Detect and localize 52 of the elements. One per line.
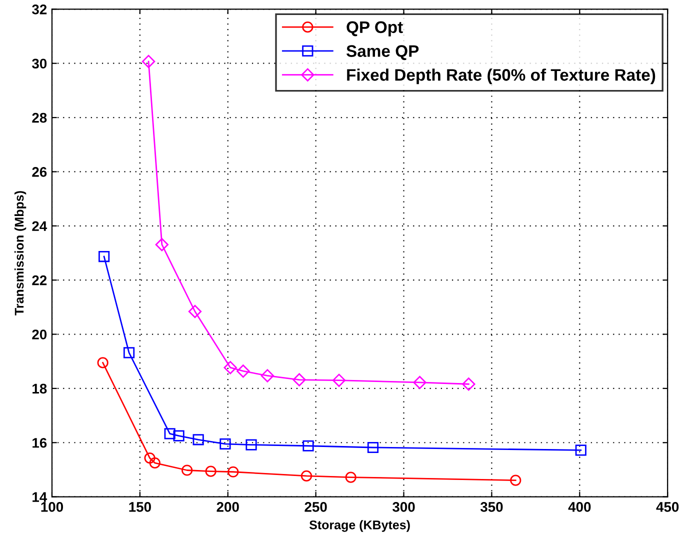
point [142,54,156,68]
point [510,474,522,486]
y-tick-label: 14 [32,492,48,502]
point [246,439,257,450]
point [97,357,108,368]
point [462,378,476,391]
point [292,373,306,386]
x-tick-label: 350 [480,502,503,512]
x-axis-title: Storage (KBytes) [309,520,410,532]
point [98,250,110,262]
y-tick-label: 18 [32,384,47,394]
y-tick-label: 32 [32,4,47,14]
point [155,238,168,252]
point [149,457,160,468]
point [188,304,202,318]
point [300,470,312,482]
y-tick-label: 20 [32,330,47,340]
y-tick-label: 30 [32,58,47,69]
point [182,464,193,476]
point [192,434,204,446]
legend-label: Fixed Depth Rate (50% of Texture Rate) [347,68,656,84]
point [205,466,216,477]
point [575,444,586,456]
legend-label: Same QP [346,45,419,60]
y-tick-label: 26 [32,167,47,177]
y-tick-label: 28 [32,112,47,123]
point [123,347,135,358]
point [413,376,426,390]
point [224,360,237,374]
y-axis-title: Transmission (Mbps) [14,191,26,316]
point [332,374,346,387]
point [260,369,274,382]
y-tick-label: 24 [32,221,48,231]
point [367,442,379,454]
y-tick-label: 22 [32,275,47,286]
point [144,452,156,464]
legend-label: QP Opt [346,21,403,36]
x-tick-label: 100 [41,502,63,512]
point [173,430,184,442]
point [236,364,250,378]
x-tick-label: 150 [129,502,151,512]
point [220,438,231,450]
y-tick-label: 16 [32,438,47,448]
x-tick-label: 300 [392,502,415,512]
x-tick-label: 200 [216,502,239,512]
point [345,472,356,483]
point [302,440,314,452]
point [228,466,239,478]
x-tick-label: 400 [568,502,591,512]
point [164,428,176,440]
x-tick-label: 250 [304,502,327,512]
x-tick-label: 450 [656,502,679,512]
